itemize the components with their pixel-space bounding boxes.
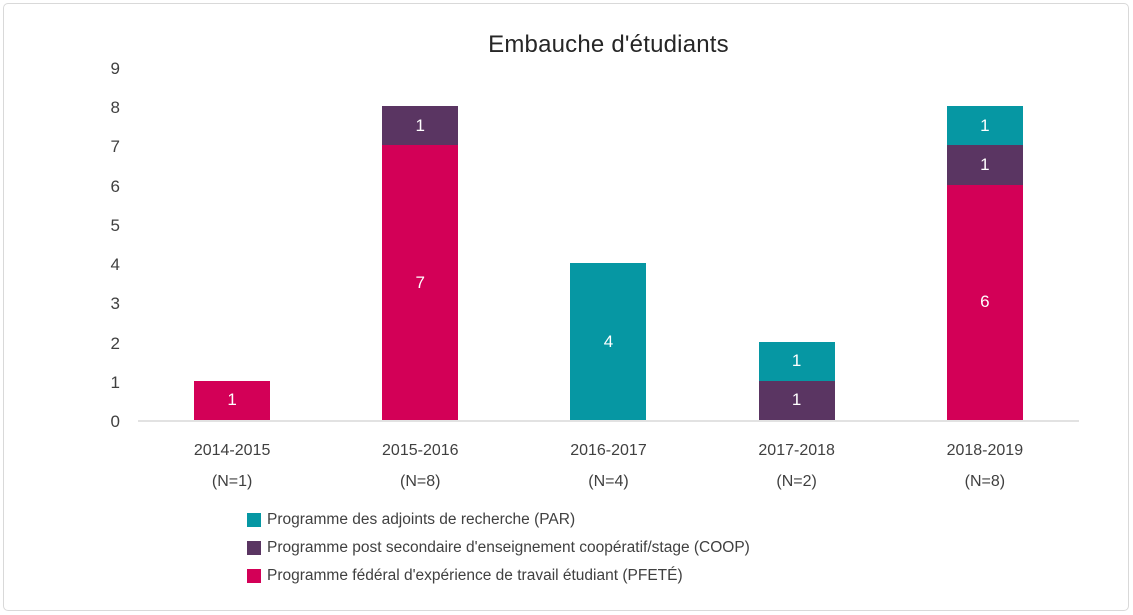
bar-data-label: 6 [980,292,990,312]
bar-data-label: 1 [791,351,802,371]
legend-label: Programme post secondaire d'enseignement… [267,539,750,556]
y-tick-label: 4 [110,255,120,275]
bar-segment: 7 [382,145,459,420]
legend-item: Programme fédéral d'expérience de travai… [247,562,1128,590]
x-category: 2015-2016 (N=8) [326,435,514,497]
bar-segment: 1 [382,106,459,146]
bar-data-label: 7 [415,272,426,292]
x-category-label: 2016-2017 [570,442,647,459]
x-category-label: 2014-2015 [193,442,271,459]
legend-item: Programme post secondaire d'enseignement… [247,534,1128,562]
y-tick-label: 9 [110,59,120,78]
x-axis-labels: 2014-2015 (N=1) 2015-2016 (N=8) 2016-2017 (N=… [138,422,1079,497]
x-category: 2017-2018 (N=2) [703,435,891,497]
legend-item: Programme des adjoints de recherche (PAR… [247,506,1128,534]
bar-data-label: 1 [415,115,426,135]
y-tick-label: 1 [110,372,120,392]
bar-slot: 6 1 1 [891,69,1079,420]
stacked-bar: 4 [570,263,647,420]
bar-data-label: 4 [603,331,614,351]
x-category-label: 2015-2016 [382,442,459,459]
bar-data-label: 1 [791,390,802,410]
bar-data-label: 1 [227,390,237,410]
x-category-sublabel: (N=2) [776,473,817,490]
y-tick-label: 3 [110,294,120,314]
x-category-sublabel: (N=8) [964,473,1006,490]
x-category-sublabel: (N=4) [588,473,629,490]
bar-data-label: 1 [980,155,990,175]
legend-swatch [247,541,261,555]
y-axis: 0 1 2 3 4 5 6 7 8 9 [4,59,138,431]
x-category-sublabel: (N=8) [400,473,441,490]
x-category-sublabel: (N=1) [211,473,253,490]
y-tick-label: 8 [110,98,120,118]
legend-swatch [247,569,261,583]
x-category: 2016-2017 (N=4) [514,435,702,497]
y-tick-label: 7 [110,137,120,157]
stacked-bar: 6 1 1 [946,106,1023,420]
x-category-label: 2017-2018 [758,442,835,459]
bar-segment: 4 [570,263,647,420]
bar-segment: 1 [194,380,271,420]
stacked-bar: 1 [194,380,271,420]
bar-segment: 1 [758,380,835,420]
bar-segment: 1 [946,145,1023,185]
bar-slot: 4 [514,69,702,420]
x-category-label: 2018-2019 [946,442,1024,459]
bar-segment: 6 [946,184,1023,420]
x-category: 2018-2019 (N=8) [891,435,1079,497]
y-tick-label: 6 [110,176,120,196]
bar-segment: 1 [758,341,835,381]
legend-swatch [247,513,261,527]
chart-title: Embauche d'étudiants [488,31,729,58]
x-category: 2014-2015 (N=1) [138,435,326,497]
legend-label: Programme des adjoints de recherche (PAR… [267,511,576,528]
y-tick-label: 5 [110,215,120,235]
y-tick-label: 2 [110,333,120,353]
legend: Programme des adjoints de recherche (PAR… [247,506,1128,590]
legend-label: Programme fédéral d'expérience de travai… [267,567,683,584]
bar-data-label: 1 [980,115,990,135]
y-tick-label: 0 [110,412,120,431]
bar-slot: 1 [138,69,326,420]
bar-segment: 1 [946,106,1023,146]
